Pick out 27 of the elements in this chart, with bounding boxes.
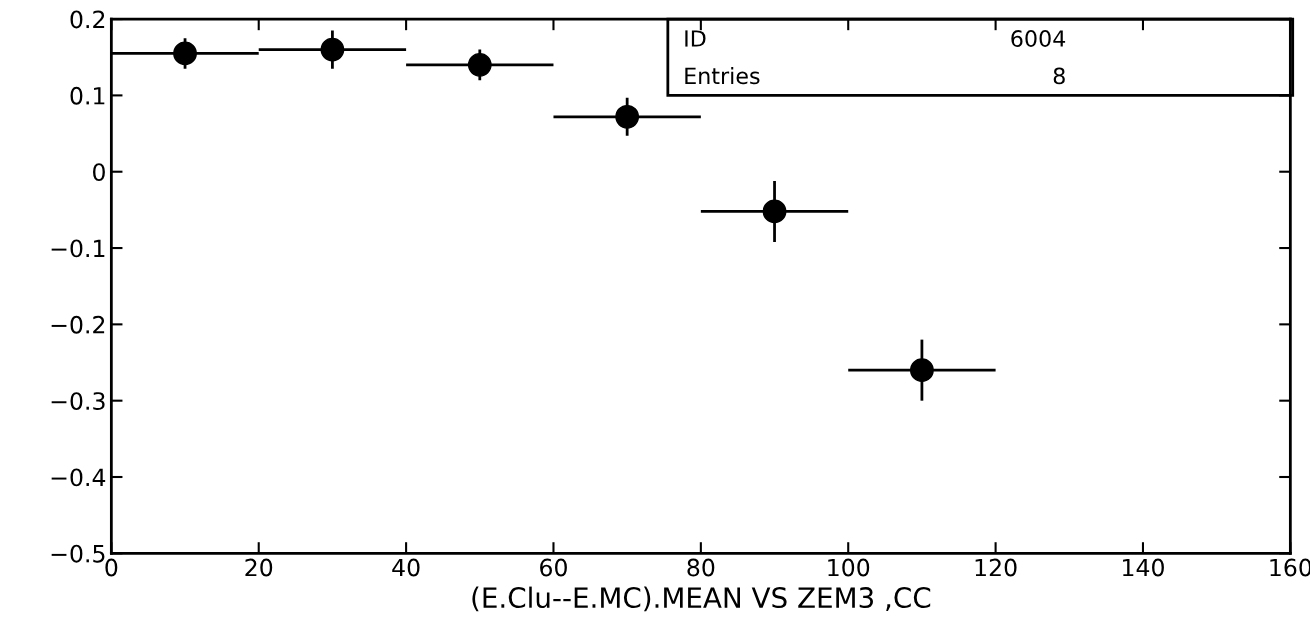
y-tick-label: −0.3	[51, 392, 105, 410]
x-tick-label: 100	[828, 558, 870, 577]
point	[173, 41, 197, 66]
point	[467, 52, 492, 77]
x-tick-label: 40	[392, 558, 420, 577]
x-tick-label: 20	[245, 558, 273, 577]
annotation: 8	[1053, 67, 1065, 85]
y-tick-label: 0.2	[70, 10, 105, 29]
point	[320, 37, 345, 62]
y-tick-label: −0.1	[51, 239, 105, 258]
point	[762, 199, 787, 224]
point	[615, 104, 640, 129]
x-tick-label: 80	[687, 558, 715, 577]
annotation: ID	[685, 30, 706, 47]
annotation: 6004	[1011, 30, 1066, 47]
x-tick-label: 120	[975, 558, 1017, 577]
x-tick-label: 0	[105, 558, 118, 577]
y-tick-label: 0	[93, 163, 105, 182]
y-tick-label: −0.5	[51, 544, 105, 563]
y-tick-label: −0.4	[51, 468, 106, 487]
x-tick-label: 60	[540, 558, 567, 577]
x-tick-label: 140	[1123, 558, 1164, 577]
annotation: Entries	[685, 67, 760, 85]
y-tick-label: 0.1	[70, 86, 105, 105]
y-tick-label: −0.2	[51, 315, 105, 334]
point	[910, 358, 934, 383]
x-axis-title: (E.Clu--E.MC).MEAN VS ZEM3 ,CC	[472, 586, 931, 612]
